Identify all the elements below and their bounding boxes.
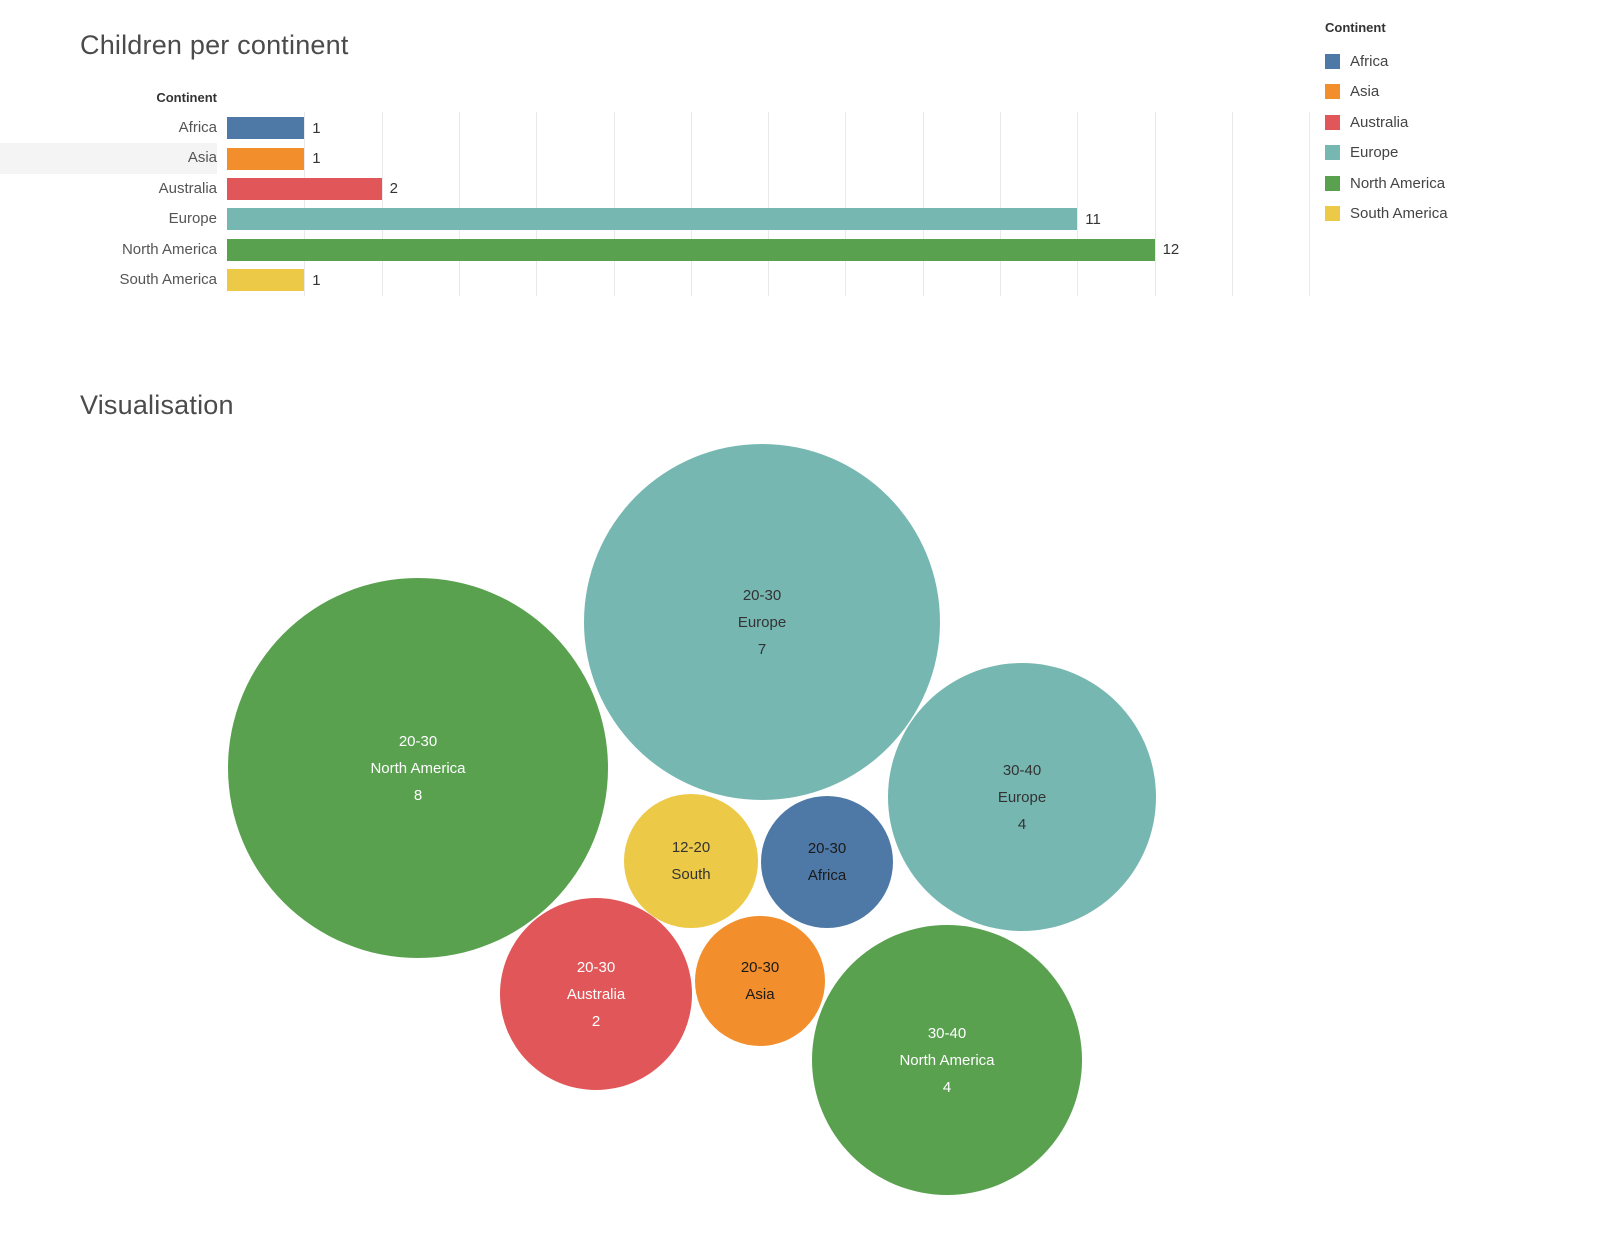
bar-chart-column-header: Continent: [156, 90, 217, 105]
bubble-mark[interactable]: 20-30 Africa: [761, 796, 893, 928]
gridline: [381, 112, 383, 296]
bubble-mark[interactable]: 20-30 Asia: [695, 916, 825, 1046]
gridline: [304, 112, 306, 296]
legend-item[interactable]: Europe: [1325, 138, 1575, 169]
bar-row-label: Africa: [178, 119, 217, 136]
bubble-label-line: Europe: [737, 613, 787, 631]
bar-row: Asia 1: [0, 143, 1400, 174]
bubble-label-line: 30-40: [927, 1024, 967, 1042]
gridline: [690, 112, 692, 296]
legend-items: Africa Asia Australia Europe North America So…: [1325, 46, 1575, 229]
bubble-label-line: South: [671, 866, 711, 883]
gridline: [1309, 112, 1311, 296]
bar-row: Australia 2: [0, 174, 1400, 204]
bubble-mark[interactable]: 12-20 South: [624, 794, 758, 928]
legend-item[interactable]: Asia: [1325, 77, 1575, 108]
bubble-label-line: 4: [942, 1078, 952, 1096]
legend-swatch: [1325, 206, 1340, 222]
legend-label: Europe: [1350, 144, 1399, 162]
bar-row-label: Asia: [0, 143, 217, 174]
bubble-chart-title: Visualisation: [80, 390, 234, 420]
bubble-mark[interactable]: 20-30 North America 8: [228, 578, 608, 958]
bar-row: Europe 11: [0, 204, 1400, 234]
bar[interactable]: [227, 269, 305, 292]
bubble-label-line: 20-30: [807, 840, 847, 857]
bubble-label-line: North America: [899, 1051, 995, 1069]
bar-value-label: 11: [1085, 210, 1101, 228]
bubble-label-line: 12-20: [671, 839, 711, 856]
gridline: [768, 112, 770, 296]
bar-row: Africa 1: [0, 113, 1400, 143]
legend-label: North America: [1350, 174, 1446, 192]
legend-label: Africa: [1350, 52, 1389, 70]
gridline: [845, 112, 847, 296]
bubble-label-line: North America: [370, 759, 466, 777]
bubble-label-line: 20-30: [740, 959, 780, 976]
gridline: [1000, 112, 1001, 296]
gridline: [613, 112, 615, 296]
bar-value-label: 12: [1162, 241, 1180, 259]
legend-swatch: [1325, 84, 1340, 100]
bar-chart-title: Children per continent: [80, 30, 349, 60]
gridline: [1077, 112, 1079, 296]
bar-row: North America 12: [0, 235, 1400, 265]
bubble-label-line: Australia: [566, 985, 626, 1003]
bar-value-label: 2: [389, 180, 398, 198]
legend-swatch: [1325, 175, 1340, 191]
legend-swatch: [1325, 114, 1340, 130]
bar[interactable]: [227, 208, 1078, 231]
bar-row-label: Europe: [168, 210, 217, 228]
bubble-label-line: 2: [591, 1012, 601, 1030]
bar-value-label: 1: [312, 119, 321, 137]
bar[interactable]: [227, 117, 305, 140]
legend: Continent Africa Asia Australia Europe North…: [1325, 20, 1575, 229]
bar-row-label: North America: [121, 240, 217, 258]
gridline: [1154, 112, 1156, 296]
bubble-label-line: Europe: [997, 788, 1047, 806]
gridline: [458, 112, 460, 296]
bar-value-label: 1: [312, 271, 321, 289]
bubble-mark[interactable]: 30-40 North America 4: [812, 925, 1082, 1195]
bubble-label-line: 20-30: [576, 958, 616, 976]
bar-row-label: Australia: [158, 179, 217, 197]
legend-item[interactable]: Australia: [1325, 107, 1575, 138]
legend-label: South America: [1350, 205, 1448, 223]
bubble-mark[interactable]: 20-30 Europe 7: [584, 444, 940, 800]
bar-row-label: South America: [119, 270, 217, 288]
bubble-label-line: 30-40: [1002, 761, 1042, 779]
bar[interactable]: [227, 147, 305, 170]
bubble-label-line: 20-30: [398, 732, 438, 750]
bubble-label-line: 7: [757, 640, 767, 658]
bar-value-label: 1: [312, 150, 321, 168]
gridline: [922, 112, 924, 296]
legend-item[interactable]: North America: [1325, 168, 1575, 199]
bar-chart-rows: Africa 1 Asia 1 Australia 2 Europe 11 North Amer…: [0, 113, 1400, 295]
legend-label: Australia: [1350, 113, 1409, 131]
gridline: [1231, 112, 1233, 296]
bar-row: South America 1: [0, 265, 1400, 295]
legend-title: Continent: [1325, 20, 1386, 35]
bubble-mark[interactable]: 20-30 Australia 2: [500, 898, 692, 1090]
legend-swatch: [1325, 53, 1340, 69]
bar-chart-gridlines: [227, 112, 1311, 296]
bar[interactable]: [227, 177, 382, 200]
bubble-label-line: Africa: [807, 867, 847, 884]
legend-item[interactable]: South America: [1325, 199, 1575, 230]
bubble-label-line: 4: [1017, 815, 1027, 833]
bubble-mark[interactable]: 30-40 Europe 4: [888, 663, 1156, 931]
bubble-label-line: 8: [413, 786, 423, 804]
legend-item[interactable]: Africa: [1325, 46, 1575, 77]
bar[interactable]: [227, 238, 1155, 261]
bubble-label-line: 20-30: [742, 586, 782, 604]
bubble-label-line: Asia: [745, 986, 775, 1003]
legend-label: Asia: [1350, 83, 1380, 101]
gridline: [536, 112, 538, 296]
legend-swatch: [1325, 145, 1340, 161]
